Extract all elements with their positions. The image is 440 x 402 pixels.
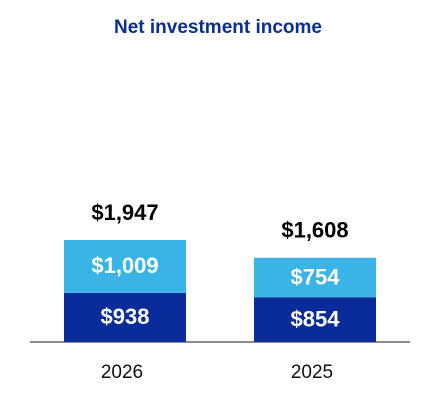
value-label: $1,009: [91, 253, 158, 278]
bar-segment: [254, 297, 376, 342]
value-label: $854: [291, 306, 341, 331]
total-label: $1,947: [91, 200, 158, 225]
chart-title: Net investment income: [114, 17, 322, 38]
total-label: $1,608: [281, 218, 348, 243]
bar-segment: [64, 239, 186, 293]
x-tick-label: 2025: [291, 362, 333, 383]
bar-segment: [64, 292, 186, 342]
bar-segment: [254, 257, 376, 298]
value-label: $938: [101, 304, 150, 329]
x-tick-label: 2026: [101, 362, 143, 383]
value-label: $754: [291, 264, 341, 289]
